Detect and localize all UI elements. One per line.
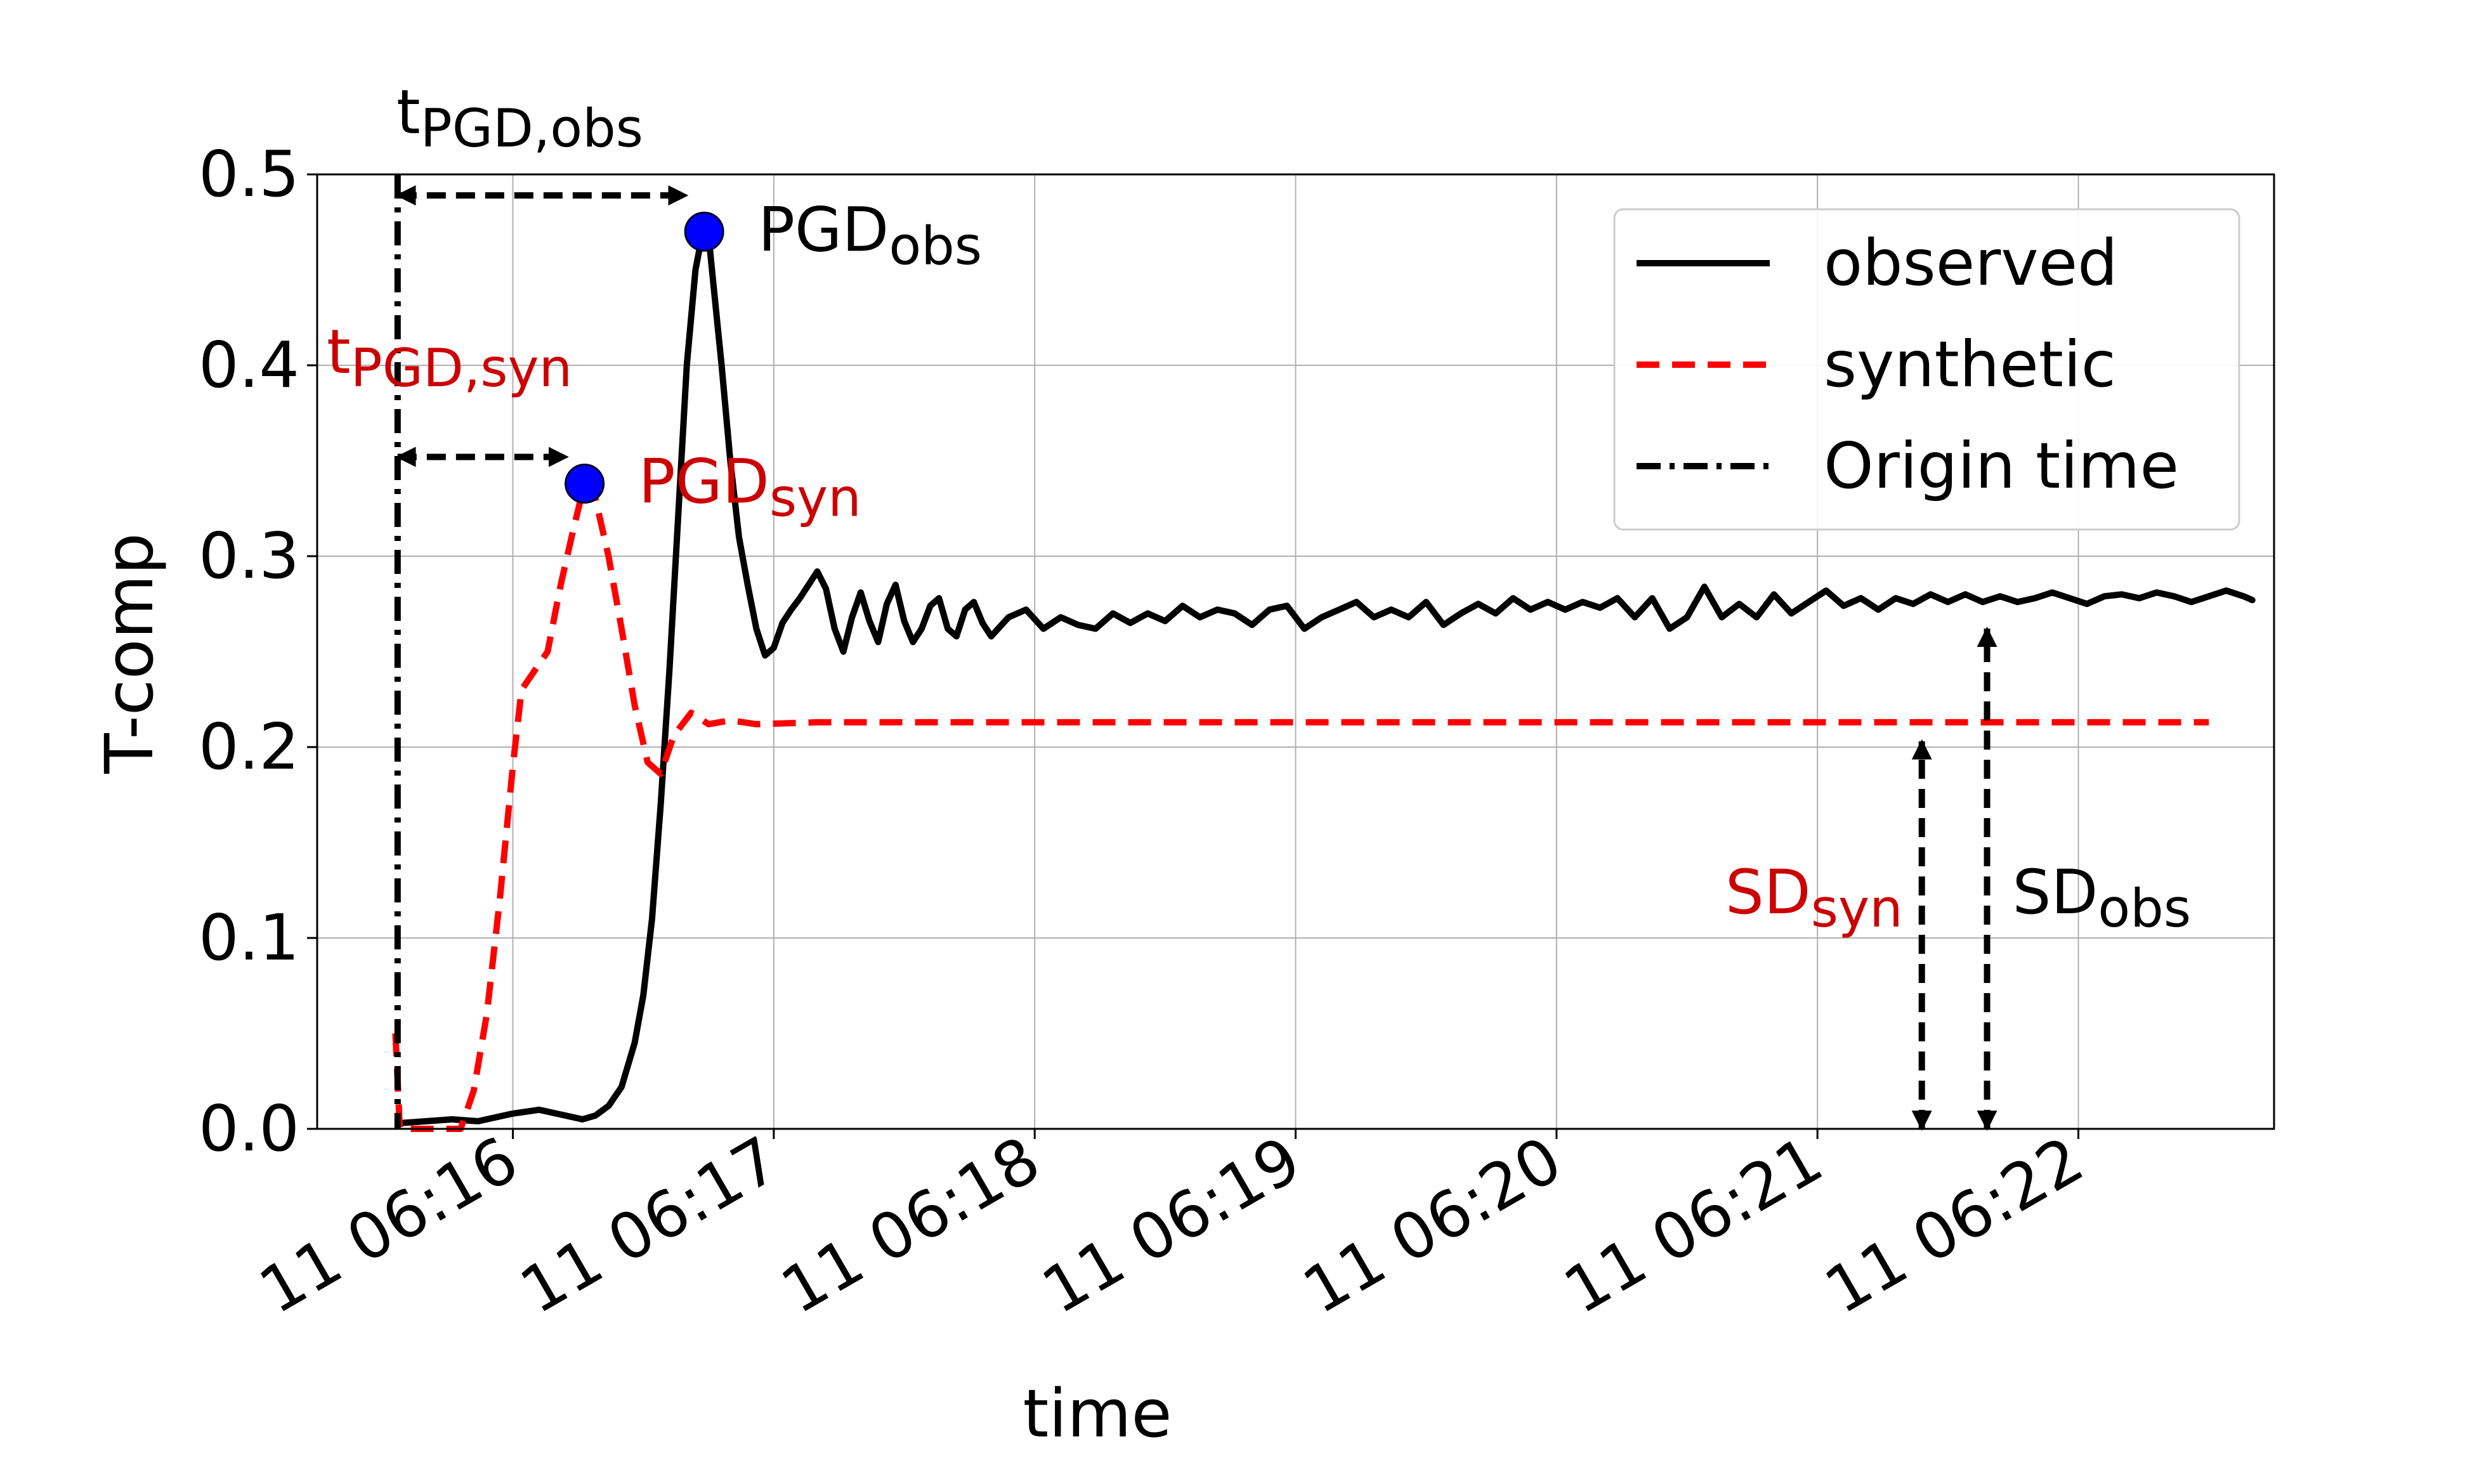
- annotation-sd-obs: SDobs: [1977, 627, 2192, 1131]
- annotation-sd-obs-label-main: SD: [2013, 857, 2098, 928]
- y-axis-label: T-comp: [91, 533, 168, 774]
- annotation-t-pgdsyn-label-main: t: [327, 316, 351, 387]
- y-tick-label: 0.0: [199, 1091, 299, 1166]
- y-tick-label: 0.5: [199, 137, 299, 211]
- annotation-sd-obs-label: SDobs: [2013, 857, 2192, 939]
- annotation-t-pgdobs: tPGD,obs: [395, 77, 689, 206]
- annotation-t-pgdsyn-label: tPGD,syn: [327, 316, 572, 399]
- legend-frame: [1613, 208, 2240, 531]
- legend-label-0: observed: [1824, 226, 2118, 300]
- marker-pgd-syn-label-sub: syn: [769, 467, 861, 529]
- legend-label-1: synthetic: [1824, 327, 2116, 401]
- marker-pgd-syn-label: PGDsyn: [639, 446, 861, 529]
- annotation-sd-syn-label: SDsyn: [1725, 857, 1903, 939]
- x-axis-label: time: [1023, 1375, 1172, 1452]
- y-tick-label: 0.2: [199, 710, 299, 784]
- annotation-t-pgdsyn-label-sub: PGD,syn: [351, 337, 573, 399]
- y-tick-label: 0.1: [199, 901, 299, 975]
- marker-pgd-syn-label-main: PGD: [639, 446, 769, 517]
- annotation-sd-obs-label-sub: obs: [2098, 878, 2191, 939]
- annotation-sd-syn: SDsyn: [1725, 739, 1932, 1131]
- marker-pgd-obs-label: PGDobs: [758, 194, 982, 277]
- annotation-sd-syn-label-main: SD: [1725, 857, 1811, 928]
- marker-pgd-syn: [565, 464, 605, 504]
- y-tick-label: 0.3: [199, 519, 299, 593]
- legend-label-2: Origin time: [1824, 429, 2179, 503]
- annotation-t-pgdobs-label: tPGD,obs: [396, 77, 643, 159]
- series-synthetic: [392, 480, 2209, 1132]
- marker-pgd-obs: [684, 211, 724, 252]
- annotation-t-pgdsyn: tPGD,syn: [327, 316, 572, 467]
- annotation-sd-syn-label-sub: syn: [1811, 878, 1903, 939]
- annotation-t-pgdobs-label-sub: PGD,obs: [421, 98, 643, 159]
- marker-pgd-obs-label-sub: obs: [889, 215, 982, 277]
- y-tick-label: 0.4: [199, 328, 299, 402]
- marker-pgd-obs-label-main: PGD: [758, 194, 889, 265]
- annotation-t-pgdobs-label-main: t: [396, 77, 421, 148]
- legend: observed synthetic Origin time: [1613, 208, 2240, 531]
